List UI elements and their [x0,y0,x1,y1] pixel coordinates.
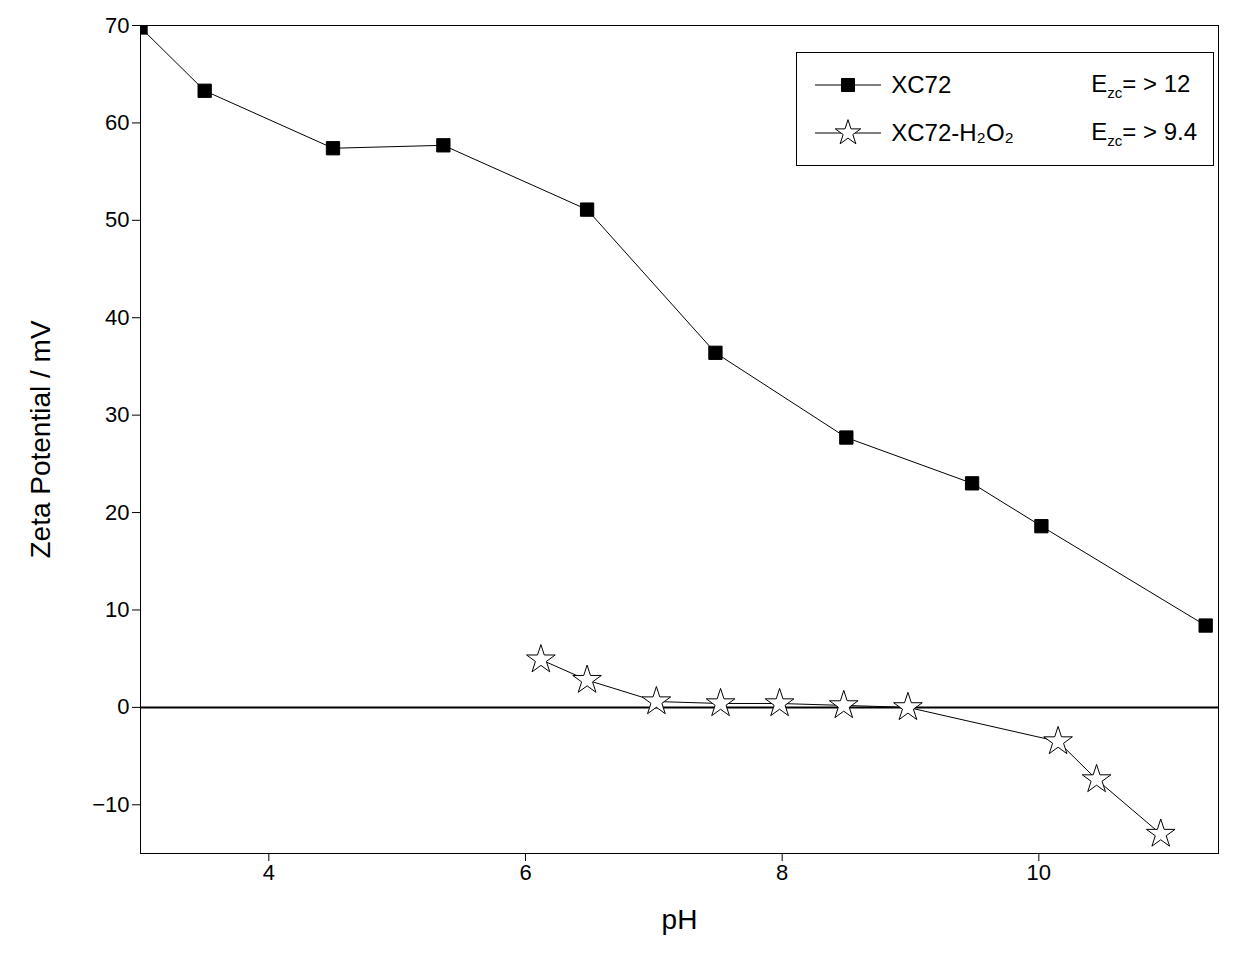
svg-text:20: 20 [105,500,129,525]
svg-text:70: 70 [105,13,129,38]
svg-text:50: 50 [105,207,129,232]
html-text:XC72-H₂O₂: XC72-H₂O₂ [891,119,1014,146]
svg-text:60: 60 [105,110,129,135]
svg-text:pH: pH [662,904,698,935]
svg-text:8: 8 [776,860,788,885]
html-text:XC72: XC72 [891,71,952,98]
svg-text:0: 0 [117,694,129,719]
svg-text:6: 6 [519,860,531,885]
svg-text:−10: −10 [92,792,129,817]
svg-text:4: 4 [263,860,275,885]
svg-text:10: 10 [105,597,129,622]
svg-text:30: 30 [105,402,129,427]
svg-text:10: 10 [1027,860,1051,885]
html-text:Ezc= > 9.4: Ezc= > 9.4 [1091,117,1197,149]
svg-text:Zeta Potential / mV: Zeta Potential / mV [25,320,56,558]
html-text:Ezc= > 12: Ezc= > 12 [1091,69,1191,101]
svg-text:40: 40 [105,305,129,330]
